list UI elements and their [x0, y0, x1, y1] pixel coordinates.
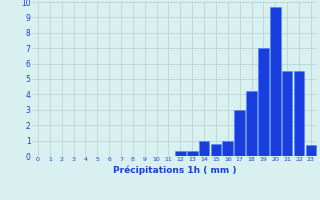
- Bar: [282, 71, 292, 156]
- Bar: [246, 91, 257, 156]
- Bar: [199, 141, 209, 156]
- Bar: [187, 151, 197, 156]
- Bar: [211, 144, 221, 156]
- X-axis label: Précipitations 1h ( mm ): Précipitations 1h ( mm ): [113, 165, 236, 175]
- Bar: [270, 7, 281, 156]
- Bar: [222, 141, 233, 156]
- Bar: [306, 145, 316, 156]
- Bar: [175, 151, 186, 156]
- Bar: [258, 48, 269, 156]
- Bar: [234, 110, 245, 156]
- Bar: [294, 71, 304, 156]
